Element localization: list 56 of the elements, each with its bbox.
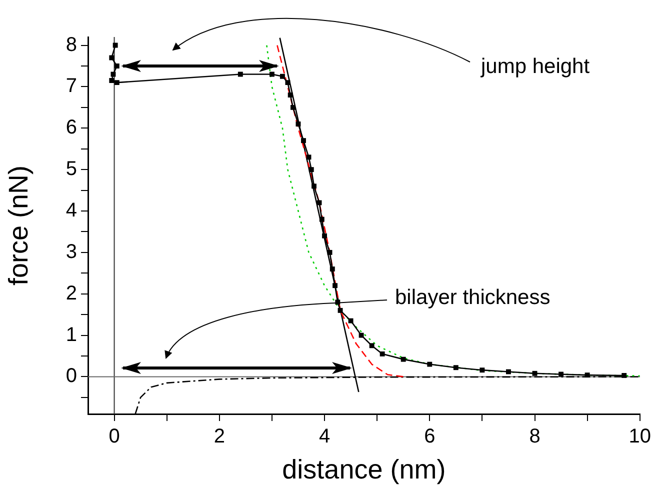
x-axis-title: distance (nm): [282, 454, 446, 484]
point: [622, 372, 627, 378]
point: [112, 42, 118, 48]
y-tick-label: 3: [66, 240, 77, 263]
x-tick-label: 2: [214, 426, 225, 448]
point: [427, 362, 432, 367]
point: [312, 184, 316, 189]
point: [348, 318, 354, 324]
point: [380, 351, 385, 356]
point: [301, 138, 306, 144]
point: [290, 104, 296, 110]
point: [332, 283, 338, 288]
y-tick-label: 0: [66, 365, 77, 388]
point: [330, 266, 335, 272]
y-tick-label: 4: [66, 200, 77, 222]
y-tick-label: 7: [66, 75, 77, 98]
point: [584, 372, 590, 378]
point: [400, 356, 406, 362]
point: [480, 368, 485, 373]
point: [558, 372, 564, 377]
point: [109, 78, 114, 83]
point: [280, 74, 285, 79]
x-tick-label: 10: [628, 426, 651, 448]
x-tick-label: 0: [108, 426, 120, 448]
point: [296, 122, 301, 126]
y-tick-label: 1: [66, 324, 77, 346]
point: [109, 55, 114, 60]
point: [358, 332, 364, 338]
y-tick-label: 8: [66, 34, 77, 56]
y-tick-label: 6: [66, 116, 77, 139]
point: [238, 72, 243, 77]
point: [369, 343, 374, 348]
point: [506, 369, 511, 374]
point: [453, 365, 458, 370]
point: [308, 167, 314, 172]
point: [288, 92, 293, 98]
point: [285, 80, 290, 86]
x-tick-label: 8: [529, 426, 540, 448]
annotation: jump height: [481, 55, 590, 78]
y-axis-title: force (nN): [4, 165, 34, 286]
point: [532, 370, 538, 376]
annotation: bilayer thickness: [395, 286, 550, 309]
x-tick-label: 4: [318, 426, 330, 448]
x-tick-label: 6: [424, 426, 436, 448]
point: [114, 64, 120, 68]
point: [327, 250, 332, 255]
point: [316, 200, 322, 206]
point: [322, 233, 327, 238]
point: [319, 216, 324, 222]
point: [114, 80, 120, 86]
y-tick-label: 5: [66, 158, 77, 180]
point: [110, 72, 116, 77]
y-tick-label: 2: [66, 282, 77, 304]
point: [306, 154, 312, 160]
point: [269, 72, 274, 77]
point: [338, 308, 343, 313]
